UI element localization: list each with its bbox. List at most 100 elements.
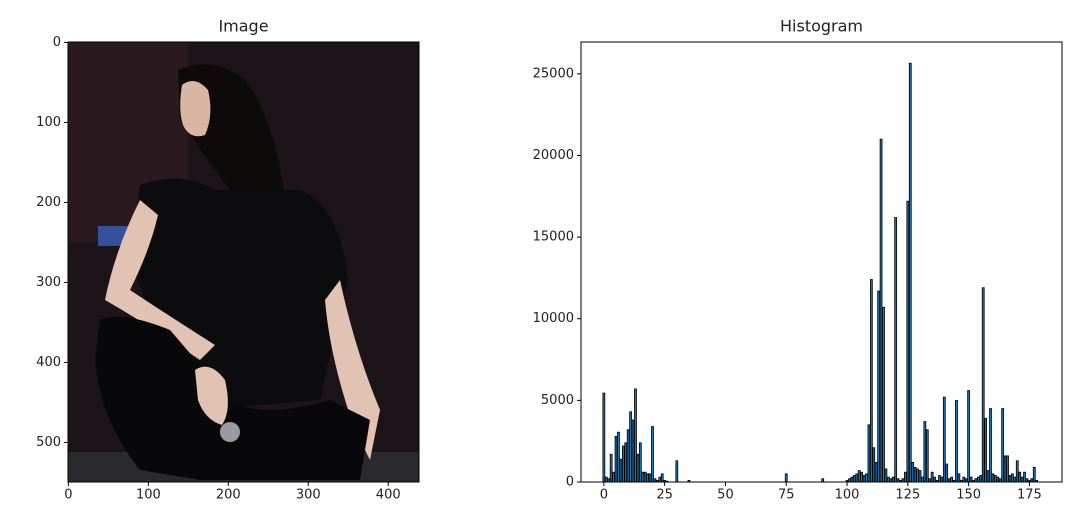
- bar: [646, 473, 650, 483]
- x-tick-label: 100: [136, 488, 161, 503]
- bar: [850, 476, 854, 483]
- bar: [638, 442, 642, 483]
- bar: [879, 138, 883, 483]
- y-tick-label: 400: [36, 355, 61, 370]
- bar: [852, 475, 856, 483]
- bar: [1023, 471, 1026, 483]
- bar: [872, 447, 876, 483]
- bar: [1003, 455, 1007, 483]
- x-tick-label: 0: [600, 488, 608, 503]
- bar: [1018, 471, 1022, 483]
- x-tick-label: 175: [1017, 488, 1042, 503]
- bar: [634, 388, 637, 483]
- bar: [869, 279, 873, 483]
- bar: [1006, 455, 1009, 483]
- bar: [641, 471, 645, 483]
- bar: [911, 462, 915, 483]
- bar: [882, 306, 885, 483]
- bar: [1032, 466, 1036, 483]
- bar: [643, 471, 647, 483]
- bar: [855, 473, 859, 483]
- y-tick-label: 0: [53, 35, 61, 50]
- bar: [986, 470, 990, 483]
- y-tick-label: 500: [36, 435, 61, 450]
- bar: [976, 476, 980, 483]
- bar: [1001, 408, 1005, 483]
- bar: [940, 476, 944, 483]
- bar: [784, 473, 788, 483]
- bar: [867, 424, 871, 483]
- bar: [938, 475, 941, 483]
- bar: [1013, 476, 1017, 483]
- bar: [904, 471, 907, 483]
- bar: [969, 476, 973, 483]
- bar: [1011, 473, 1014, 483]
- bar: [860, 471, 863, 483]
- y-tick-label: 5000: [541, 393, 574, 408]
- photo: [68, 42, 419, 482]
- axes-frame: [580, 41, 1063, 483]
- bar: [942, 396, 946, 483]
- bar: [887, 476, 890, 483]
- y-tick-label: 0: [566, 475, 574, 490]
- bar: [675, 460, 679, 483]
- bar: [933, 476, 936, 483]
- bar: [906, 200, 910, 483]
- y-tick-label: 300: [36, 275, 61, 290]
- axes-frame: [67, 41, 420, 483]
- bar: [921, 476, 924, 483]
- bar: [1020, 476, 1024, 483]
- bar: [602, 392, 606, 483]
- x-tick-label: 25: [656, 488, 673, 503]
- bar: [989, 408, 992, 483]
- bar: [857, 470, 861, 483]
- bar: [923, 421, 927, 483]
- bar: [1015, 460, 1019, 483]
- bar: [957, 473, 961, 483]
- x-tick-label: 125: [895, 488, 920, 503]
- bar: [894, 217, 898, 483]
- bar: [918, 470, 922, 483]
- bar: [967, 390, 970, 483]
- x-tick-label: 0: [64, 488, 72, 503]
- bar: [877, 290, 881, 483]
- y-tick-label: 20000: [533, 148, 574, 163]
- x-tick-label: 400: [376, 488, 401, 503]
- bar: [884, 468, 888, 483]
- x-tick-label: 75: [778, 488, 795, 503]
- bar: [991, 473, 995, 483]
- bar: [658, 476, 662, 483]
- bar: [631, 419, 635, 483]
- bar: [916, 468, 919, 483]
- bar: [604, 476, 608, 483]
- bar: [891, 476, 895, 483]
- bar: [651, 426, 654, 483]
- bar: [636, 453, 640, 483]
- bar: [1008, 475, 1012, 483]
- x-tick-label: 150: [956, 488, 981, 503]
- bar: [609, 453, 613, 483]
- y-tick-label: 100: [36, 115, 61, 130]
- chart-title: Histogram: [780, 17, 863, 36]
- bar: [993, 475, 997, 483]
- x-tick-label: 300: [296, 488, 321, 503]
- y-tick-label: 10000: [533, 311, 574, 326]
- bar: [925, 429, 929, 483]
- bar: [648, 473, 652, 483]
- bar: [930, 471, 934, 483]
- bar: [874, 462, 878, 483]
- bar: [945, 463, 949, 483]
- y-tick-label: 25000: [533, 66, 574, 81]
- bar: [984, 417, 988, 483]
- bar: [612, 471, 615, 483]
- bar: [614, 435, 618, 483]
- bar: [619, 458, 623, 483]
- bar: [624, 442, 628, 483]
- bar: [950, 476, 953, 483]
- bar: [981, 287, 985, 483]
- bar: [908, 62, 912, 483]
- bar: [865, 473, 868, 483]
- y-tick-label: 200: [36, 195, 61, 210]
- bar: [660, 473, 664, 483]
